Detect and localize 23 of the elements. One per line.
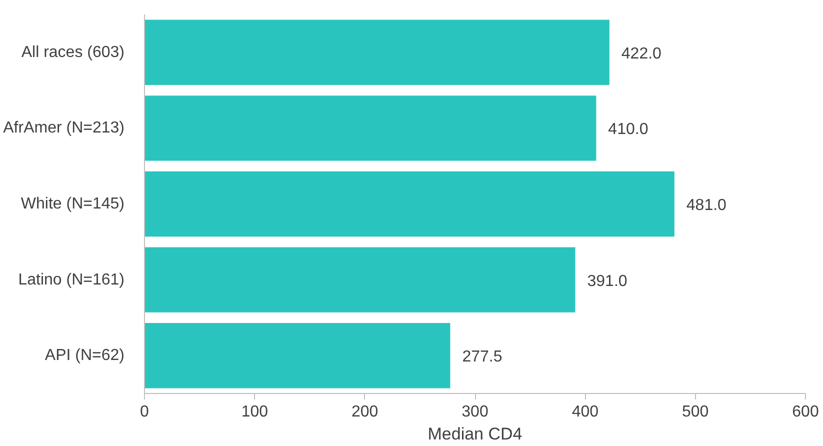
x-tick-label: 400 [572,404,599,420]
y-tick-label: White (N=145) [20,196,124,212]
y-tick-label: AfrAmer (N=213) [3,120,125,137]
y-tick-label: Latino (N=161) [18,271,125,288]
x-tick-label: 0 [140,404,150,420]
y-tick-label: All races (603) [21,44,125,61]
data-label: 481.0 [686,197,727,214]
y-tick-label: API (N=62) [44,347,125,364]
x-tick-label: 600 [792,404,819,420]
data-label: 422.0 [621,45,662,62]
bar [144,323,450,388]
bar [144,171,674,237]
x-axis-title: Median CD4 [428,424,522,444]
x-tick-label: 300 [462,404,488,420]
x-tick-label: 100 [241,404,268,420]
bar [144,247,576,312]
data-label: 277.5 [462,348,502,366]
x-tick-label: 200 [351,404,378,420]
x-tick-label: 500 [682,404,709,420]
bar [144,96,596,161]
bar [144,20,610,85]
data-label: 410.0 [608,121,648,138]
data-label: 391.0 [587,272,628,290]
